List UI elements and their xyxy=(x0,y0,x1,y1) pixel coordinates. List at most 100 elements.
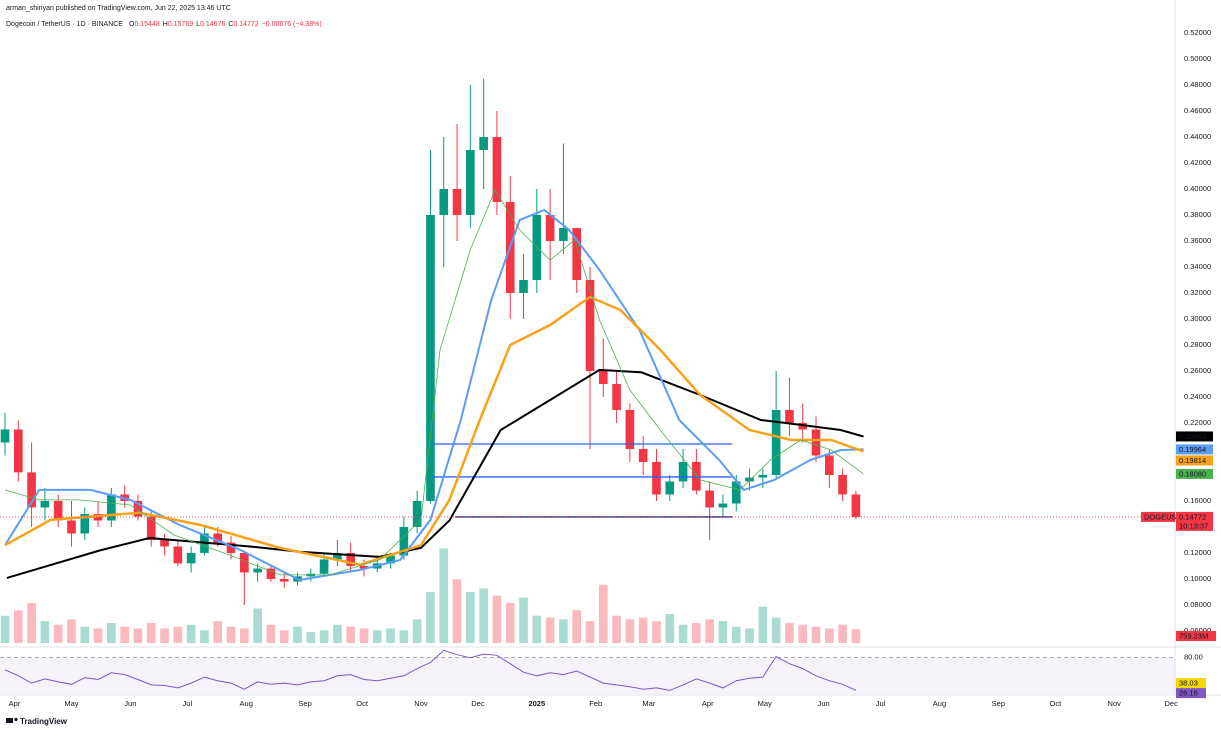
y-tick-label: 0.38000 xyxy=(1184,210,1211,219)
y-tick-label: 0.46000 xyxy=(1184,106,1211,115)
volume-bar xyxy=(386,628,395,643)
candle-body xyxy=(785,409,794,423)
volume-bar xyxy=(479,588,488,643)
volume-bar xyxy=(519,597,528,643)
ma-value-label: 0.18080 xyxy=(1179,469,1206,478)
y-tick-label: 0.48000 xyxy=(1184,80,1211,89)
volume-bar xyxy=(851,629,861,643)
candle-body xyxy=(598,370,608,384)
volume-bar xyxy=(625,619,635,643)
symbol-label: DOGEUSDT xyxy=(1144,512,1187,521)
x-tick-label: Jul xyxy=(183,699,193,708)
volume-bar xyxy=(186,624,196,643)
volume-bar xyxy=(372,630,382,643)
candle-body xyxy=(253,568,262,573)
x-tick-label: Nov xyxy=(1108,699,1122,708)
x-tick-label: Apr xyxy=(702,699,714,708)
y-tick-label: 0.30000 xyxy=(1184,314,1211,323)
current-price-label: 0.14772 xyxy=(1179,512,1206,521)
candle-body xyxy=(266,568,276,579)
x-tick-label: Dec xyxy=(1165,699,1179,708)
candle-body xyxy=(758,474,768,478)
volume-bar xyxy=(452,579,462,643)
ohlc-value: 0.14772 xyxy=(233,21,258,28)
volume-bar xyxy=(239,628,249,643)
volume-bar xyxy=(771,617,781,643)
volume-bar xyxy=(412,619,422,643)
volume-bar xyxy=(93,628,103,643)
volume-bar xyxy=(293,626,302,643)
ma-value-label-box xyxy=(1176,468,1213,479)
moving-average xyxy=(6,368,864,579)
candle-body xyxy=(53,500,63,521)
countdown-label-box xyxy=(1176,520,1213,531)
candle-body xyxy=(452,188,462,215)
symbol-label-box xyxy=(1141,511,1175,522)
volume-bar xyxy=(226,626,236,643)
rsi-value-label-box xyxy=(1176,688,1206,699)
volume-bar xyxy=(213,621,223,643)
volume-bar xyxy=(585,621,595,643)
volume-bar xyxy=(306,632,316,643)
candle-body xyxy=(213,533,223,543)
candle-body xyxy=(492,136,502,202)
x-tick-label: Jun xyxy=(818,699,830,708)
volume-bar xyxy=(67,619,76,643)
x-tick-label: Dec xyxy=(471,699,485,708)
candle-body xyxy=(333,552,342,560)
volume-bar xyxy=(319,630,329,643)
candle-body xyxy=(346,552,356,566)
ohlc-key: H xyxy=(163,21,168,28)
volume-bar xyxy=(266,624,276,643)
y-tick-label: 0.32000 xyxy=(1184,288,1211,297)
volume-bar xyxy=(40,621,50,643)
ohlc-key: L xyxy=(196,21,200,28)
x-tick-label: Sep xyxy=(298,699,311,708)
volume-bar xyxy=(731,626,741,643)
volume-bar xyxy=(27,603,36,643)
ma-value-label-box xyxy=(1176,431,1213,442)
candle-body xyxy=(359,565,369,569)
volume-label-box xyxy=(1176,631,1216,641)
ohlc-value: 0.15448 xyxy=(134,21,159,28)
volume-bar xyxy=(426,592,435,643)
candle-body xyxy=(412,500,422,527)
candle-body xyxy=(572,227,582,280)
rsi-ma-label-box xyxy=(1176,678,1206,689)
candle-body xyxy=(107,494,116,521)
candle-body xyxy=(652,461,661,495)
y-tick-label: 0.26000 xyxy=(1184,366,1211,375)
candle-body xyxy=(718,503,728,508)
candle-body xyxy=(279,578,289,582)
moving-average xyxy=(4,208,864,582)
candle-body xyxy=(0,429,10,443)
candle-body xyxy=(638,448,648,462)
x-tick-label: May xyxy=(64,699,78,708)
volume-label: 759.23M xyxy=(1179,631,1208,640)
candle-body xyxy=(678,461,688,482)
volume-bar xyxy=(785,623,794,643)
candle-body xyxy=(745,477,754,482)
volume-bar xyxy=(146,623,156,643)
rsi-ma-label: 38.03 xyxy=(1179,679,1198,688)
x-tick-label: Nov xyxy=(414,699,428,708)
countdown-label: 10:13:37 xyxy=(1179,521,1208,530)
candle-body xyxy=(625,409,635,449)
rsi-tick-label: 80.00 xyxy=(1184,653,1203,662)
y-tick-label: 0.50000 xyxy=(1184,54,1211,63)
candle-body xyxy=(439,188,449,215)
volume-bar xyxy=(279,630,289,643)
y-tick-label: 0.12000 xyxy=(1184,548,1211,557)
ohlc-value: 0.15769 xyxy=(168,21,193,28)
y-tick-label: 0.36000 xyxy=(1184,236,1211,245)
y-tick-label: 0.10000 xyxy=(1184,574,1211,583)
change: −0.00676 (−4.38%) xyxy=(262,21,322,28)
volume-bar xyxy=(745,628,754,643)
candle-body xyxy=(13,429,23,473)
candle-body xyxy=(545,214,555,241)
y-tick-label: 0.22000 xyxy=(1184,418,1211,427)
volume-bar xyxy=(798,624,808,643)
ma-value-label: 0.19814 xyxy=(1179,456,1206,465)
rsi-value-label: 26.16 xyxy=(1179,689,1198,698)
